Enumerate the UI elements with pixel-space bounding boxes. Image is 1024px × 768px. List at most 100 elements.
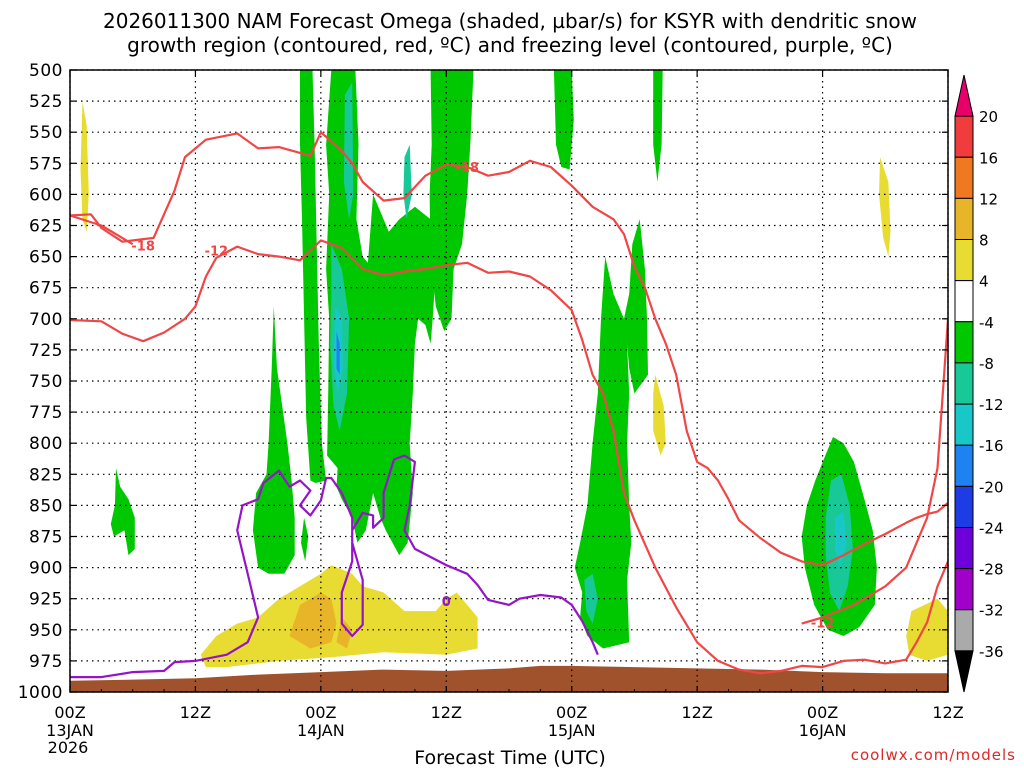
x-tick-label: 12Z [180, 703, 211, 722]
colorbar-label: -12 [979, 396, 1004, 414]
x-date-label: 15JAN [548, 721, 596, 740]
y-tick-label: 900 [29, 559, 63, 579]
ascent-area [301, 517, 309, 562]
colorbar-label: 4 [979, 273, 989, 291]
contour-line [801, 318, 948, 625]
y-tick-label: 675 [29, 279, 63, 299]
x-tick-label: 12Z [681, 703, 712, 722]
descent-area [879, 157, 891, 257]
y-tick-label: 975 [29, 652, 63, 672]
x-year-label: 2026 [48, 738, 89, 757]
colorbar-swatch [954, 485, 974, 528]
y-tick-label: 500 [29, 61, 63, 81]
ascent-area [252, 306, 295, 574]
contour-label: -12 [811, 616, 835, 631]
colorbar-label: 8 [979, 232, 989, 250]
colorbar-swatch [954, 362, 974, 405]
colorbar-label: -28 [979, 561, 1004, 579]
contour-line [70, 239, 948, 675]
ascent-area [326, 70, 436, 556]
y-tick-label: 650 [29, 248, 63, 268]
descent-area [906, 598, 948, 661]
chart-title-line2: growth region (contoured, red, ºC) and f… [127, 33, 893, 57]
colorbar-swatch [954, 568, 974, 611]
omega-shading [70, 70, 948, 692]
colorbar-swatch [954, 526, 974, 570]
colorbar-swatch [954, 156, 974, 199]
y-tick-label: 925 [29, 590, 63, 610]
colorbar-swatch [954, 609, 974, 652]
ascent-core [584, 573, 598, 624]
descent-core [336, 617, 353, 649]
y-tick-label: 525 [29, 92, 63, 112]
colorbar-label: -16 [979, 437, 1004, 455]
y-tick-label: 600 [29, 185, 63, 205]
colorbar-swatch [954, 650, 974, 693]
y-tick-label: 950 [29, 621, 63, 641]
colorbar-swatch [954, 321, 974, 364]
ascent-area [110, 468, 135, 556]
x-tick-label: 00Z [54, 703, 85, 722]
colorbar-swatch [954, 444, 974, 487]
contour-line [70, 214, 134, 246]
colorbar-label: 16 [979, 149, 998, 167]
colorbar: 20 16 12 8 4 -4 -8 -12 -16 -20 -24 -28 -32 -36 [954, 74, 1004, 693]
y-tick-label: 750 [29, 372, 63, 392]
x-axis-title: Forecast Time (UTC) [414, 747, 605, 768]
x-date-label: 16JAN [799, 721, 847, 740]
colorbar-label: -20 [979, 478, 1004, 496]
contour-label: -18 [455, 161, 479, 176]
y-tick-label: 775 [29, 403, 63, 423]
colorbar-swatch [954, 403, 974, 446]
x-tick-label: 12Z [431, 703, 462, 722]
descent-area [80, 101, 89, 232]
descent-area [653, 374, 666, 456]
y-tick-label: 1000 [18, 683, 63, 703]
x-tick-label: 12Z [932, 703, 963, 722]
colorbar-label: -32 [979, 602, 1004, 620]
x-tick-label: 00Z [556, 703, 587, 722]
ascent-core [336, 331, 340, 375]
y-axis: 500 525 550 575 600 625 650 675 700 725 750 775 800 8… [18, 61, 948, 703]
contour-lines: -18 -18 -12 -12 0 [70, 131, 948, 679]
plot-area [70, 70, 948, 692]
ascent-core [343, 82, 354, 220]
ascent-area [300, 70, 327, 483]
y-tick-label: 875 [29, 528, 63, 548]
contour-label: -18 [131, 239, 155, 254]
contour-group [70, 131, 948, 679]
ascent-core [835, 511, 847, 568]
colorbar-swatch [954, 115, 974, 158]
colorbar-label: -4 [979, 314, 994, 332]
colorbar-label: 12 [979, 190, 998, 208]
x-tick-label: 00Z [305, 703, 336, 722]
contour-label: -12 [205, 244, 229, 259]
descent-core [289, 592, 337, 649]
chart-title-line1: 2026011300 NAM Forecast Omega (shaded, µ… [103, 9, 917, 33]
colorbar-swatch [954, 197, 974, 241]
colorbar-label: -24 [979, 519, 1004, 537]
y-tick-label: 850 [29, 496, 63, 516]
credit-text: coolwx.com/models [851, 746, 1016, 764]
contour-line [70, 454, 599, 679]
y-tick-label: 700 [29, 310, 63, 330]
descent-area [200, 565, 478, 668]
y-tick-label: 550 [29, 123, 63, 143]
colorbar-label: 20 [979, 108, 998, 126]
y-tick-label: 575 [29, 154, 63, 174]
colorbar-swatch [954, 280, 974, 323]
colorbar-label: -36 [979, 643, 1004, 661]
contour-label: 0 [442, 595, 451, 610]
x-tick-label: 00Z [807, 703, 838, 722]
contour-line [70, 131, 948, 567]
colorbar-swatch [954, 239, 974, 282]
terrain [70, 665, 948, 692]
y-tick-label: 800 [29, 434, 63, 454]
colorbar-label: -8 [979, 355, 994, 373]
ascent-area [553, 70, 574, 170]
y-tick-label: 725 [29, 341, 63, 361]
y-tick-label: 825 [29, 465, 63, 485]
x-date-label: 13JAN [46, 721, 94, 740]
ascent-area [574, 219, 648, 649]
